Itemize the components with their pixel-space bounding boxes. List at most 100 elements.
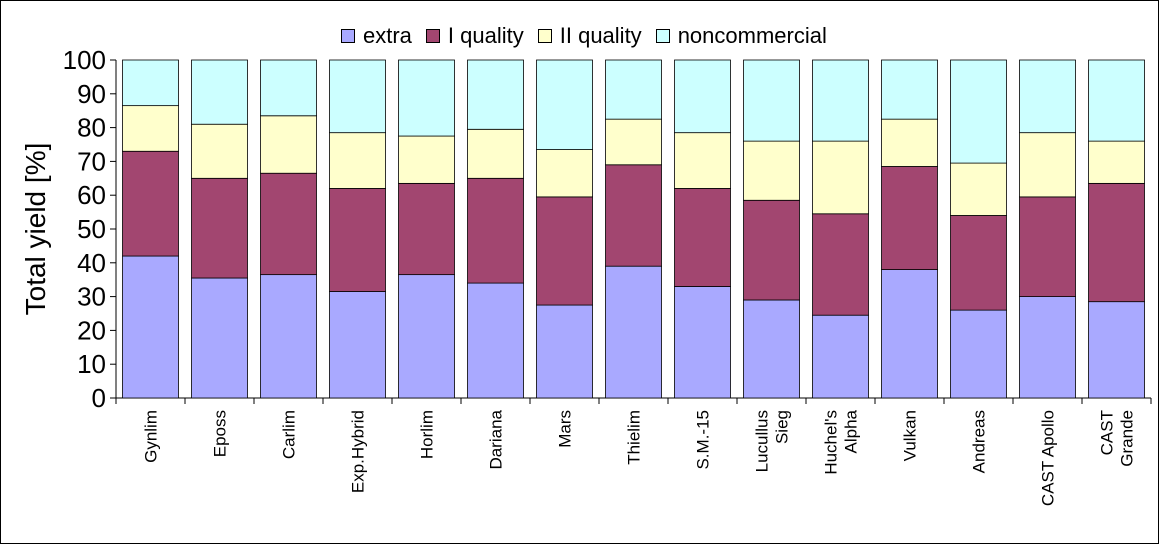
bar-segment-ii-quality [1088,140,1145,184]
bar-segment-noncommercial [812,59,869,142]
legend-label: II quality [559,23,642,48]
bar-segment-extra [191,277,248,399]
legend-item: I quality [425,23,524,49]
bar-segment-noncommercial [467,59,524,130]
y-tick-label: 70 [77,146,106,176]
bar-segment-noncommercial [881,59,938,120]
bar-segment-extra [605,265,662,399]
bar-segment-ii-quality [605,118,662,166]
bar-segment-i-quality [398,182,455,276]
bar-segment-extra [329,291,386,399]
x-tick-label: CAST [1098,410,1117,455]
bar-segment-extra [1019,296,1076,399]
y-tick-label: 10 [77,349,106,379]
bar-segment-ii-quality [191,123,248,179]
bar-segment-i-quality [950,215,1007,311]
bar-segment-ii-quality [950,162,1007,216]
x-tick-label: Eposs [211,410,230,457]
x-tick-label: Horlim [418,410,437,459]
bar-segment-extra [122,255,179,399]
x-tick-label: S.M.-15 [694,410,713,470]
x-tick-label: Lucullus [753,410,772,472]
bar-segment-i-quality [674,188,731,287]
x-tick-label: Vulkan [901,410,920,461]
bar-segment-extra [260,274,317,399]
legend-label: I quality [447,23,524,48]
y-tick-label: 30 [77,282,106,312]
bar-segment-i-quality [881,166,938,270]
legend-label: extra [363,23,412,48]
bar-segment-noncommercial [674,59,731,134]
bar-segment-i-quality [1019,196,1076,297]
y-tick-label: 50 [77,214,106,244]
bar-segment-i-quality [467,177,524,284]
x-tick-label: Grande [1118,410,1137,467]
bar-segment-ii-quality [881,118,938,167]
bar-segment-ii-quality [260,115,317,174]
y-tick-label: 80 [77,113,106,143]
x-tick-label: Gynlim [142,410,161,463]
bar-segment-ii-quality [467,128,524,179]
bar-segment-noncommercial [1088,59,1145,142]
bar-segment-ii-quality [398,135,455,184]
x-tick-label: Exp.Hybrid [349,410,368,493]
bar-segment-i-quality [1088,182,1145,303]
x-tick-label: CAST Apollo [1039,410,1058,506]
x-tick-label: Mars [556,410,575,448]
bar-segment-extra [743,299,800,399]
bar-segment-noncommercial [605,59,662,120]
x-tick-label: Carlim [280,410,299,459]
y-axis-label: Total yield [%] [20,143,51,316]
bar-segment-noncommercial [536,59,593,150]
bar-segment-i-quality [329,188,386,292]
y-tick-label: 60 [77,180,106,210]
x-tick-label: Sieg [773,410,792,444]
bar-segment-ii-quality [674,132,731,189]
x-tick-label: Dariana [487,409,506,469]
bar-segment-noncommercial [950,59,1007,164]
bar-segment-extra [950,309,1007,399]
bar-segment-i-quality [260,172,317,276]
bar-segment-extra [812,314,869,399]
bar-segment-noncommercial [398,59,455,137]
bar-segment-extra [467,282,524,399]
bar-segment-noncommercial [191,59,248,125]
x-tick-label: Thielim [625,410,644,465]
y-tick-label: 40 [77,248,106,278]
bar-segment-i-quality [812,213,869,316]
bar-segment-ii-quality [1019,132,1076,198]
bar-segment-noncommercial [743,59,800,142]
bar-segment-noncommercial [329,59,386,134]
legend-label: noncommercial [677,23,827,48]
bar-segment-noncommercial [1019,59,1076,134]
x-tick-label: Huchel's [822,410,841,475]
legend-item: noncommercial [655,23,827,49]
bar-segment-i-quality [536,196,593,306]
bar-segment-extra [536,304,593,399]
legend-item: extra [341,23,412,49]
y-tick-label: 100 [63,45,106,75]
bar-segment-noncommercial [260,59,317,117]
bar-segment-i-quality [605,164,662,267]
bar-segment-i-quality [122,150,179,257]
y-tick-label: 90 [77,79,106,109]
x-tick-label: Alpha [842,409,861,453]
y-tick-label: 20 [77,315,106,345]
bar-segment-extra [881,269,938,399]
bar-segment-ii-quality [536,149,593,198]
legend: extra I quality II quality noncommercial [341,23,841,49]
bar-segment-noncommercial [122,59,179,107]
bar-segment-i-quality [743,199,800,301]
bar-segment-ii-quality [329,132,386,189]
bar-segment-ii-quality [743,140,800,201]
bar-segment-extra [674,286,731,399]
bar-segment-extra [398,274,455,399]
legend-item: II quality [537,23,642,49]
bar-segment-i-quality [191,177,248,279]
y-tick-label: 0 [92,383,106,413]
x-tick-label: Andreas [970,410,989,473]
legend-swatch [537,29,552,43]
bar-segment-ii-quality [122,105,179,152]
